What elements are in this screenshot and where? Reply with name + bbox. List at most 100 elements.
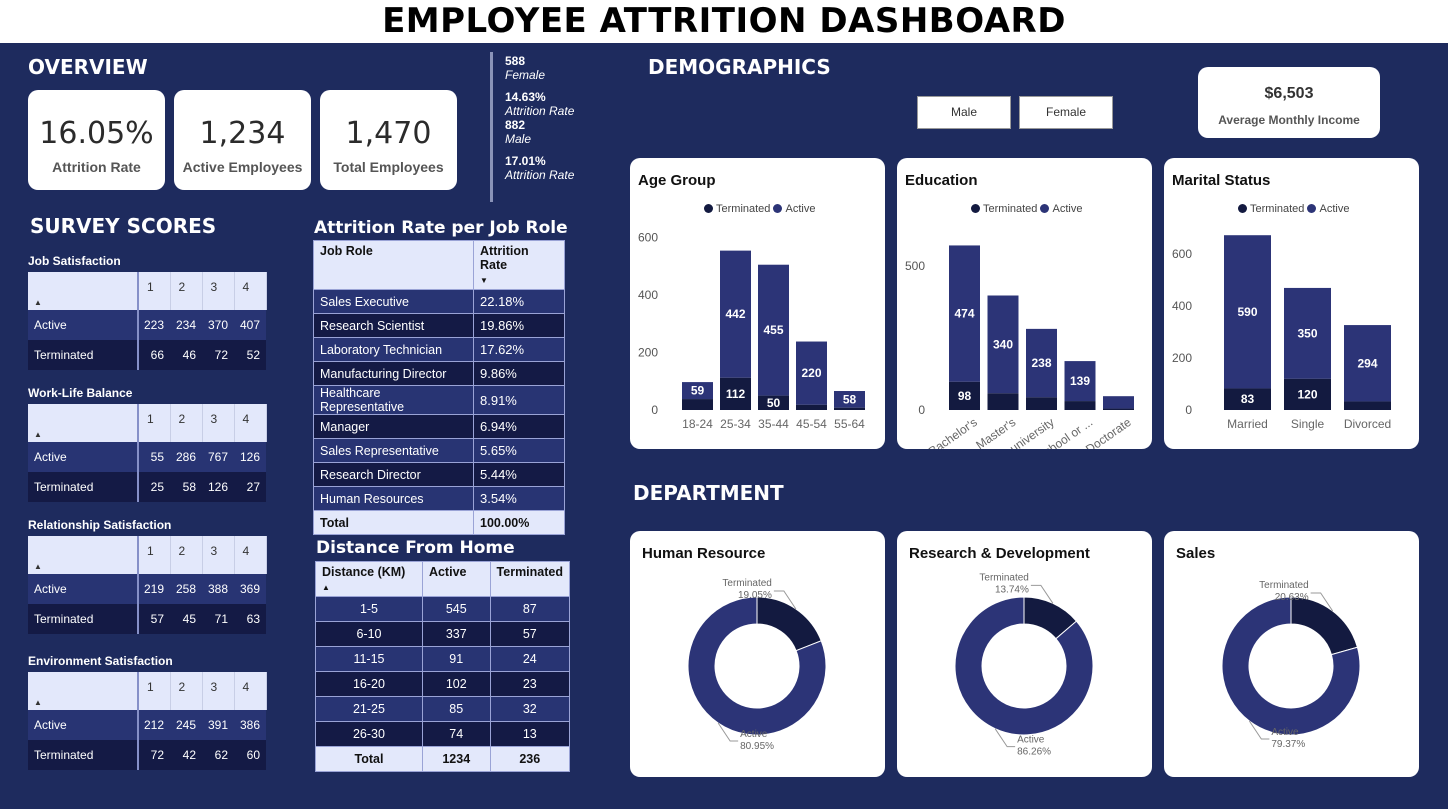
female-filter-button[interactable]: Female: [1019, 96, 1113, 129]
job-role-cell: Human Resources: [313, 486, 474, 511]
score-col[interactable]: 4: [234, 404, 267, 442]
bar-active[interactable]: [1026, 328, 1057, 398]
score-col[interactable]: 1: [138, 536, 171, 574]
table-row: 6-10 337 57: [315, 621, 571, 647]
human-resource-card: Human Resource Terminated 19.05% Active 80.…: [630, 531, 885, 777]
bar-terminated[interactable]: [1224, 388, 1271, 410]
col-active[interactable]: Active: [421, 561, 491, 597]
bar-active[interactable]: [720, 250, 751, 378]
bar-terminated[interactable]: [720, 377, 751, 410]
table-row: Active 219 258 388 369: [28, 574, 266, 604]
leader-line: [717, 722, 739, 742]
distance-table: Distance (KM) ▲ Active Terminated 1-5 545 8…: [315, 561, 571, 772]
score-col[interactable]: 2: [170, 272, 203, 310]
bar-active[interactable]: [682, 382, 713, 400]
sort-icon[interactable]: ▲: [28, 536, 139, 574]
bar-terminated[interactable]: [1026, 397, 1057, 410]
bar-active[interactable]: [1103, 396, 1134, 409]
score-col[interactable]: 2: [170, 672, 203, 710]
donut-slice-active[interactable]: [954, 596, 1094, 736]
donut-slice-terminated[interactable]: [756, 596, 822, 652]
table-row: Sales Representative 5.65%: [313, 438, 565, 463]
score-col[interactable]: 3: [202, 272, 235, 310]
job-role-cell: Sales Representative: [313, 438, 474, 463]
male-label: Male: [505, 132, 532, 146]
score-col[interactable]: 1: [138, 672, 171, 710]
data-label: 455: [763, 323, 783, 337]
donut-slice-active[interactable]: [1221, 596, 1361, 736]
bar-terminated[interactable]: [987, 393, 1019, 410]
job-role-cell: Research Director: [313, 462, 474, 487]
data-label: 59: [691, 384, 705, 398]
x-tick-label: 35-44: [758, 417, 789, 431]
distance-cell: 1-5: [315, 596, 423, 622]
bar-active[interactable]: [758, 264, 789, 396]
data-label: 350: [1297, 326, 1317, 340]
score-cell: 71: [202, 604, 234, 634]
bar-terminated[interactable]: [1064, 401, 1096, 410]
bar-terminated[interactable]: [949, 381, 980, 410]
total-value: 100.00%: [473, 510, 565, 535]
bar-active[interactable]: [1064, 361, 1096, 402]
y-tick-label: 0: [918, 403, 925, 417]
attrition-rate-cell: 5.65%: [473, 438, 565, 463]
legend-terminated: Terminated: [983, 203, 1038, 215]
job-role-cell: Research Scientist: [313, 313, 474, 338]
score-col[interactable]: 1: [138, 404, 171, 442]
col-terminated[interactable]: Terminated: [489, 561, 571, 597]
bar-active[interactable]: [987, 295, 1019, 394]
bar-terminated[interactable]: [1103, 408, 1134, 410]
bar-terminated[interactable]: [682, 399, 713, 410]
bar-active[interactable]: [1224, 235, 1271, 389]
x-tick-label: 45-54: [796, 417, 827, 431]
data-label: 98: [958, 389, 972, 403]
leader-line: [994, 728, 1016, 748]
col-job-role[interactable]: Job Role: [313, 240, 474, 290]
sort-icon[interactable]: ▲: [28, 272, 139, 310]
score-col[interactable]: 2: [170, 536, 203, 574]
bar-terminated[interactable]: [796, 404, 827, 410]
legend-active-swatch: [1307, 204, 1317, 213]
bar-terminated[interactable]: [758, 395, 789, 410]
survey-heading: SURVEY SCORES: [30, 214, 217, 238]
score-col[interactable]: 1: [138, 272, 171, 310]
y-tick-label: 0: [651, 403, 658, 417]
donut-slice-active[interactable]: [687, 596, 827, 736]
distance-cell: 57: [489, 621, 571, 647]
score-col[interactable]: 3: [202, 404, 235, 442]
donut-slice-terminated[interactable]: [1290, 596, 1359, 656]
bar-active[interactable]: [949, 245, 980, 382]
bar-active[interactable]: [1344, 325, 1391, 402]
score-cell: 62: [202, 740, 234, 770]
male-filter-button[interactable]: Male: [917, 96, 1011, 129]
score-col[interactable]: 4: [234, 536, 267, 574]
slice-label: Active: [740, 729, 768, 740]
chart-title: Research & Development: [909, 545, 1090, 562]
kpi-label: Active Employees: [182, 159, 303, 175]
score-col[interactable]: 3: [202, 672, 235, 710]
score-cell: 286: [170, 442, 202, 472]
score-col[interactable]: 4: [234, 672, 267, 710]
sort-icon[interactable]: ▲: [28, 404, 139, 442]
distance-cell: 21-25: [315, 696, 423, 722]
bar-terminated[interactable]: [834, 407, 865, 410]
x-tick-label: 25-34: [720, 417, 751, 431]
bar-terminated[interactable]: [1284, 378, 1331, 410]
score-col[interactable]: 2: [170, 404, 203, 442]
slice-label: Active: [1017, 735, 1045, 746]
col-distance[interactable]: Distance (KM) ▲: [315, 561, 423, 597]
score-cell: 58: [170, 472, 202, 502]
bar-active[interactable]: [796, 341, 827, 405]
bar-active[interactable]: [834, 391, 865, 408]
sort-icon[interactable]: ▲: [28, 672, 139, 710]
bar-active[interactable]: [1284, 287, 1331, 379]
table-row: Active 223 234 370 407: [28, 310, 266, 340]
col-attrition-rate[interactable]: Attrition Rate ▼: [473, 240, 565, 290]
score-col[interactable]: 4: [234, 272, 267, 310]
bar-terminated[interactable]: [1344, 401, 1391, 410]
chart-title: Human Resource: [642, 545, 766, 562]
slice-label: Terminated: [1259, 580, 1308, 591]
score-col[interactable]: 3: [202, 536, 235, 574]
table-row: Manufacturing Director 9.86%: [313, 361, 565, 386]
